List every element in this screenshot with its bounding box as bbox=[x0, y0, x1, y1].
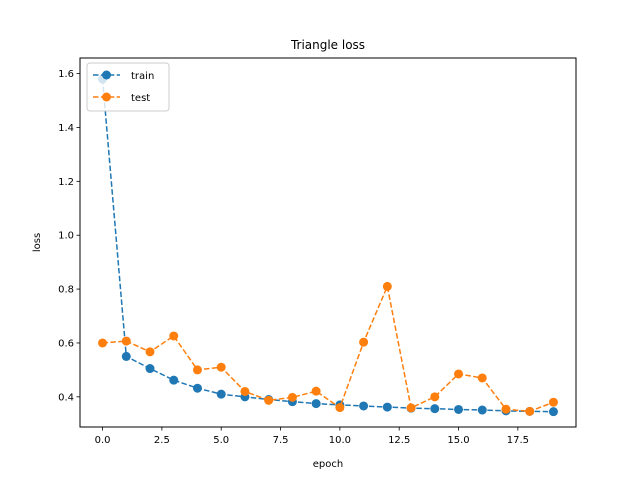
x-tick-label: 2.5 bbox=[154, 435, 170, 446]
data-point-test bbox=[311, 386, 321, 396]
legend-marker-test bbox=[102, 92, 111, 102]
data-point-test bbox=[430, 392, 440, 402]
x-axis-label: epoch bbox=[313, 459, 343, 470]
data-point-test bbox=[121, 336, 131, 346]
x-tick-label: 15.0 bbox=[447, 435, 469, 446]
x-axis: 0.0 2.5 5.0 7.5 10.0 12.5 15.0 17.5 bbox=[95, 427, 529, 446]
y-axis: 0.4 0.6 0.8 1.0 1.2 1.4 1.6 bbox=[58, 69, 80, 403]
y-tick-label: 1.6 bbox=[58, 69, 74, 80]
y-axis-label: loss bbox=[32, 233, 43, 252]
chart-title: Triangle loss bbox=[290, 38, 365, 52]
data-point-train bbox=[477, 405, 487, 415]
legend-box bbox=[86, 62, 170, 112]
plot-series-layer bbox=[98, 74, 558, 417]
x-tick-label: 0.0 bbox=[95, 435, 111, 446]
data-point-test bbox=[335, 403, 345, 413]
data-point-test bbox=[216, 362, 226, 372]
data-point-train bbox=[382, 402, 392, 412]
data-point-train bbox=[548, 407, 558, 417]
data-point-test bbox=[501, 404, 511, 414]
data-point-train bbox=[311, 399, 321, 409]
y-tick-label: 0.6 bbox=[58, 338, 74, 349]
y-tick-label: 0.4 bbox=[58, 392, 74, 403]
legend-marker-train bbox=[102, 70, 111, 80]
data-point-test bbox=[548, 397, 558, 407]
legend-label-test: test bbox=[131, 93, 150, 104]
data-point-train bbox=[359, 401, 369, 411]
data-point-test bbox=[98, 338, 108, 348]
y-tick-label: 1.4 bbox=[58, 123, 74, 134]
data-point-test bbox=[454, 369, 464, 379]
legend: train test bbox=[86, 62, 170, 112]
data-point-test bbox=[406, 403, 416, 413]
data-point-train bbox=[430, 404, 440, 414]
x-tick-label: 12.5 bbox=[388, 435, 410, 446]
data-point-train bbox=[454, 404, 464, 414]
data-point-train bbox=[216, 389, 226, 399]
data-point-test bbox=[382, 281, 392, 291]
data-point-test bbox=[240, 386, 250, 396]
data-point-test bbox=[287, 392, 297, 402]
data-point-train bbox=[145, 364, 155, 374]
data-point-train bbox=[121, 351, 131, 361]
x-tick-label: 10.0 bbox=[329, 435, 351, 446]
data-point-test bbox=[192, 365, 202, 375]
x-tick-label: 17.5 bbox=[507, 435, 529, 446]
data-point-train bbox=[169, 375, 179, 385]
data-point-test bbox=[145, 347, 155, 357]
legend-label-train: train bbox=[131, 71, 154, 82]
x-tick-label: 5.0 bbox=[213, 435, 229, 446]
x-tick-label: 7.5 bbox=[273, 435, 289, 446]
data-point-test bbox=[264, 395, 274, 405]
y-tick-label: 0.8 bbox=[58, 285, 74, 296]
data-point-test bbox=[477, 373, 487, 383]
y-tick-label: 1.0 bbox=[58, 231, 74, 242]
data-point-train bbox=[192, 383, 202, 393]
data-point-test bbox=[525, 406, 535, 416]
data-point-test bbox=[359, 337, 369, 347]
y-tick-label: 1.2 bbox=[58, 177, 74, 188]
data-point-test bbox=[169, 331, 179, 341]
plot-area-frame bbox=[79, 57, 577, 428]
